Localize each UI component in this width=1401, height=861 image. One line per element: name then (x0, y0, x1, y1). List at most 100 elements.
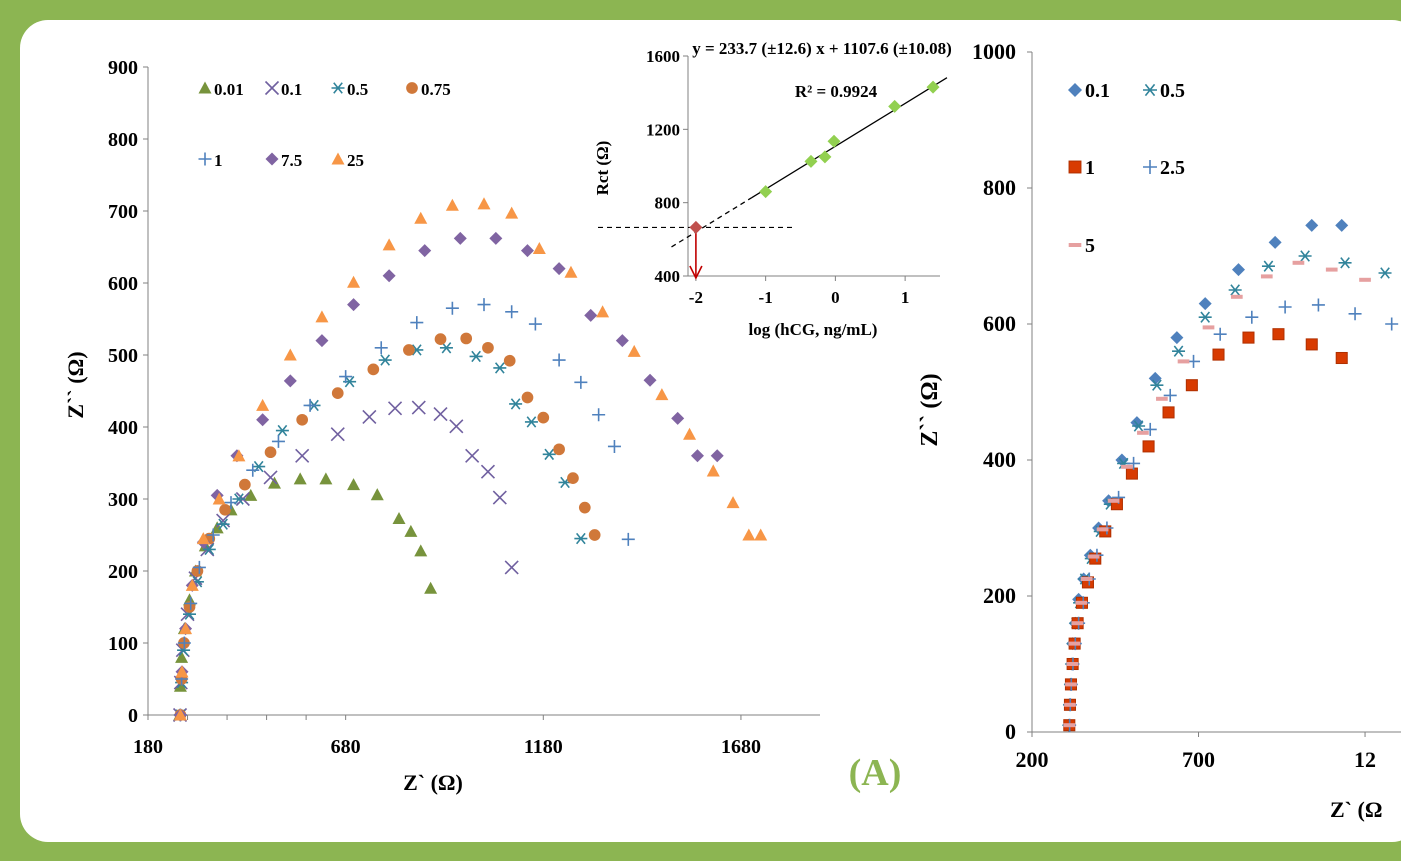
legend-label-0.1: 0.1 (281, 80, 302, 99)
point-7.5 (453, 231, 467, 245)
y-tick-label-a: 400 (108, 417, 138, 439)
point-0.01 (244, 488, 258, 501)
legend-label-b-2.5: 2.5 (1160, 157, 1185, 179)
point-b-5 (1156, 396, 1168, 401)
point-b-2.5 (1143, 422, 1157, 436)
point-0.75 (482, 341, 494, 354)
point-7.5 (283, 374, 297, 388)
y-axis-title-b: Z`` (Ω) (917, 373, 943, 446)
legend-label-0.01: 0.01 (214, 80, 244, 99)
point-points (926, 80, 940, 94)
point-points (827, 134, 841, 148)
point-0.1 (263, 470, 278, 485)
chart-a: 0 100 200 300 400 500 600 700 800 900 180 680 1180 16… (63, 57, 901, 795)
x-tick-label-a: 1180 (524, 736, 563, 758)
point-b-5 (1096, 527, 1109, 532)
point-b-5 (1107, 498, 1120, 503)
point-1 (445, 301, 459, 315)
series-b-2.5 (1063, 298, 1399, 732)
point-points (804, 154, 818, 168)
point-7.5 (690, 449, 704, 463)
point-25 (683, 427, 697, 440)
point-b-0.1 (1268, 235, 1282, 249)
point-b-2.5 (1311, 298, 1325, 312)
point-b-1 (1110, 498, 1123, 511)
legend-marker-b-0.1 (1068, 83, 1082, 97)
x-axis-title-a: Z` (Ω) (403, 770, 463, 795)
point-b-1 (1185, 379, 1198, 392)
point-25 (232, 449, 246, 462)
point-b-1 (1099, 525, 1112, 538)
point-1 (607, 439, 621, 453)
legend-marker-0.5 (331, 82, 345, 94)
point-1 (303, 398, 317, 412)
point-b-0.5 (1338, 257, 1352, 269)
legend-marker-b-5 (1068, 243, 1082, 247)
point-25 (564, 265, 578, 278)
point-0.1 (504, 560, 519, 575)
point-b-0.5 (1228, 284, 1242, 296)
point-b-2.5 (1213, 327, 1227, 341)
point-b-0.5 (1261, 260, 1275, 272)
point-b-0.5 (1132, 420, 1146, 432)
panel-label: (A) (849, 752, 902, 794)
point-25 (175, 665, 189, 678)
series-7.5 (173, 231, 724, 722)
point-7.5 (315, 334, 329, 348)
red-arrow-head (689, 265, 703, 280)
legend-marker-0.75 (406, 82, 418, 94)
point-0.5 (275, 424, 289, 437)
point-0.01 (319, 472, 333, 485)
y-axis-title-inset: Rct (Ω) (593, 141, 612, 196)
point-0.75 (238, 478, 251, 491)
point-b-0.5 (1150, 379, 1164, 391)
legend-marker-0.1 (264, 80, 280, 96)
point-b-0.5 (1198, 311, 1212, 323)
legend-label-b-1: 1 (1085, 157, 1095, 179)
point-0.5 (493, 362, 507, 374)
point-1 (410, 316, 424, 330)
x-axis-title-inset: log (hCG, ng/mL) (749, 320, 878, 339)
point-1 (339, 370, 353, 384)
x-tick-label-b: 700 (1182, 747, 1215, 772)
point-1 (177, 636, 191, 650)
point-1 (528, 317, 542, 331)
point-b-2.5 (1163, 388, 1177, 402)
point-25 (532, 241, 546, 254)
series-0.01 (173, 472, 438, 721)
legend-marker-b-1 (1068, 160, 1082, 174)
point-points (759, 185, 773, 199)
point-points (888, 99, 902, 113)
x-tick-label-inset: 1 (901, 288, 910, 307)
point-0.1 (449, 419, 464, 434)
fit-equation: y = 233.7 (±12.6) x + 1107.6 (±10.08) (692, 39, 952, 58)
point-25 (445, 198, 459, 211)
y-tick-label-inset: 800 (655, 194, 681, 213)
point-0.75 (588, 529, 601, 541)
y-tick-label-b: 400 (983, 447, 1016, 472)
point-25 (505, 206, 519, 219)
point-b-1 (1272, 328, 1285, 341)
point-0.1 (480, 464, 496, 479)
legend-label-0.5: 0.5 (347, 80, 368, 99)
point-0.01 (267, 476, 281, 489)
point-b-5 (1063, 723, 1076, 728)
x-tick-label-inset: 0 (831, 288, 840, 307)
x-tick-label-b: 200 (1016, 747, 1049, 772)
legend-marker-b-0.5 (1143, 83, 1157, 97)
point-0.5 (202, 543, 216, 556)
point-1 (224, 496, 238, 510)
point-7.5 (710, 449, 724, 463)
series-0.1 (172, 400, 519, 723)
point-25 (627, 344, 641, 357)
y-tick-label-b: 1000 (972, 39, 1016, 64)
point-0.1 (492, 490, 507, 505)
point-0.75 (521, 391, 534, 404)
point-1 (246, 463, 260, 477)
point-0.01 (293, 472, 307, 485)
point-b-1 (1305, 338, 1318, 351)
series-b-5 (1063, 260, 1371, 728)
series-b-0.5 (1062, 250, 1392, 731)
